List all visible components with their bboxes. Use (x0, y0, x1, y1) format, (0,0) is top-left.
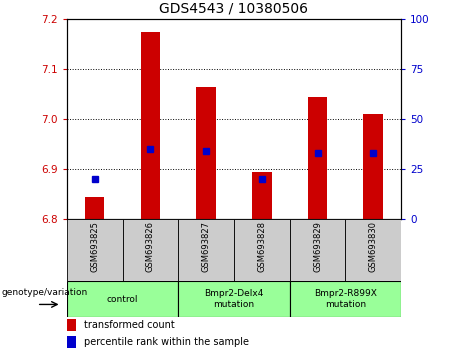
Bar (67, 281, 178, 317)
Bar (178, 281, 290, 317)
Text: GSM693825: GSM693825 (90, 221, 99, 272)
Bar (123, 219, 178, 281)
Text: transformed count: transformed count (84, 320, 175, 330)
Bar (178, 219, 234, 281)
Bar (196, 87, 216, 219)
Bar (234, 219, 290, 281)
Bar (363, 114, 383, 219)
Bar (67, 219, 123, 281)
Text: Bmpr2-R899X
mutation: Bmpr2-R899X mutation (314, 290, 377, 309)
Text: GSM693826: GSM693826 (146, 221, 155, 272)
Bar (141, 32, 160, 219)
Text: Bmpr2-Delx4
mutation: Bmpr2-Delx4 mutation (204, 290, 264, 309)
Text: GSM693829: GSM693829 (313, 221, 322, 272)
Bar (85, 197, 105, 219)
Bar (308, 97, 327, 219)
Text: percentile rank within the sample: percentile rank within the sample (84, 337, 249, 347)
Bar (252, 172, 272, 219)
Text: GSM693828: GSM693828 (257, 221, 266, 272)
Text: control: control (107, 295, 138, 304)
Bar (290, 219, 345, 281)
Text: GSM693827: GSM693827 (201, 221, 211, 272)
Bar (345, 219, 401, 281)
Bar (67, 336, 77, 348)
Text: genotype/variation: genotype/variation (1, 287, 88, 297)
Text: GSM693830: GSM693830 (369, 221, 378, 272)
Bar (290, 281, 401, 317)
Bar (67, 319, 77, 331)
Title: GDS4543 / 10380506: GDS4543 / 10380506 (160, 1, 308, 16)
